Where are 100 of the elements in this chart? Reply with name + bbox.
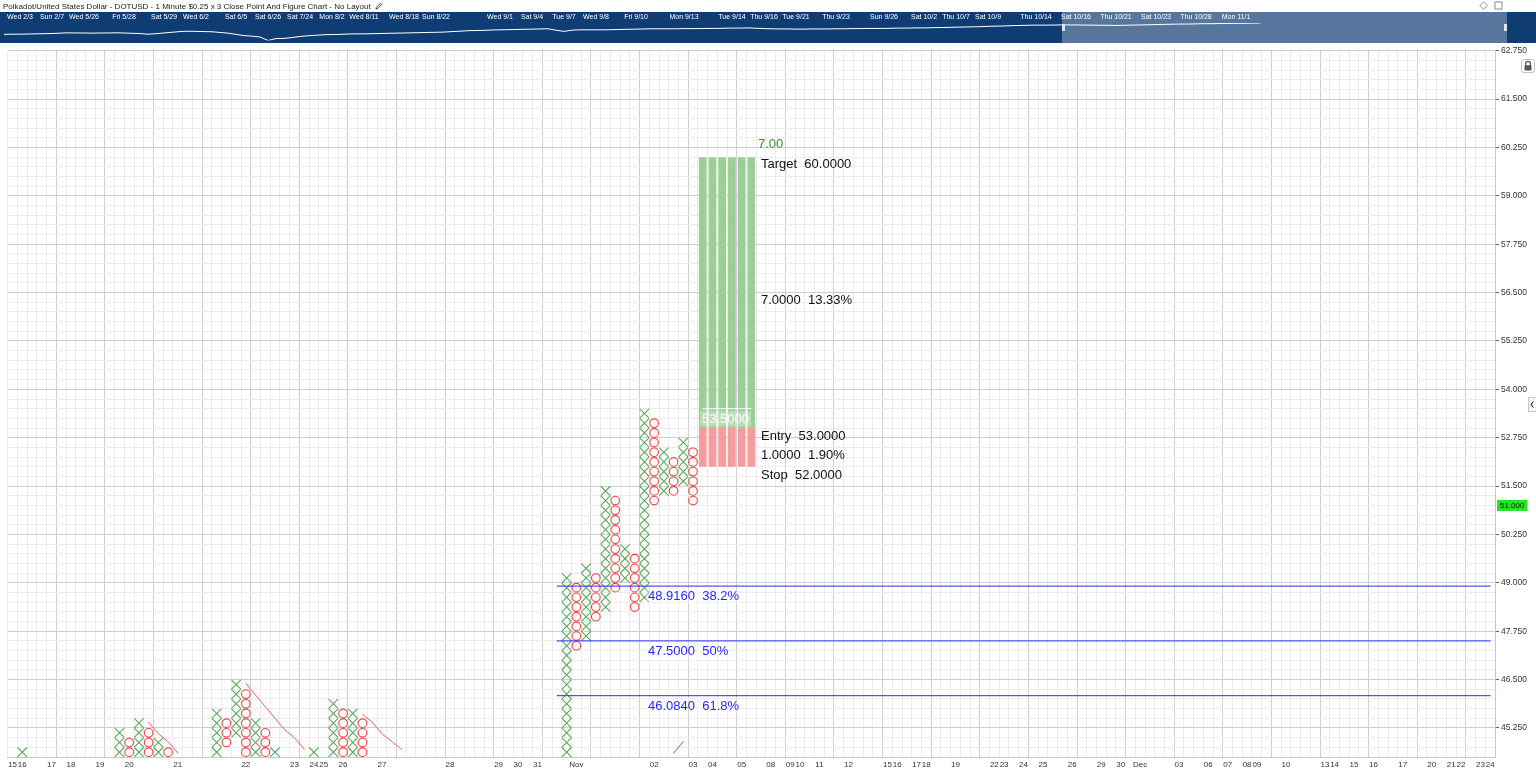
y-tick-label: 56.500 [1501,286,1528,297]
point [338,718,348,728]
point [241,698,251,709]
x-tick-label: 17 [46,760,57,769]
point [571,602,582,612]
point [143,737,154,748]
x-tick-label: 05 [737,760,747,769]
point [668,466,679,477]
y-tick-label: 55.250 [1501,335,1528,346]
point [610,515,621,525]
point [688,466,698,477]
x-tick-label: 24 [1019,760,1029,769]
x-tick-label: 15 [882,760,893,769]
point [629,582,640,593]
point [241,708,251,719]
point [610,505,621,516]
point [610,495,621,506]
chart-title: Polkadot/United States Dollar - DOTUSD - 1 Minute $0.25 x 3 Close Point And Figure Chart - No Layout [3,1,371,11]
annotation: 47.5000 50% [648,642,729,658]
annotation: 7.0000 13.33% [761,292,853,308]
point [308,746,320,757]
x-tick-label: 25 [1038,760,1048,769]
x-tick-label: 22 [989,760,1000,769]
x-tick-label: 13 [1320,760,1330,769]
x-tick-label: 26 [1067,760,1078,769]
y-tick-label: 54.000 [1501,383,1528,394]
point [688,486,698,496]
y-tick-label: 61.500 [1501,93,1528,104]
point [590,602,601,612]
x-tick-label: 03 [688,760,699,769]
point [668,486,679,496]
x-tick-label: 20 [1427,760,1437,769]
x-tick-label: 16 [17,760,28,769]
annotation: 48.9160 38.2% [648,588,740,604]
x-tick-label: 15 [8,760,18,769]
point [260,727,271,738]
x-tick-label: 31 [533,760,543,769]
point [649,466,659,477]
point [590,573,601,583]
point [338,708,348,719]
x-tick-label: 08 [1242,760,1253,769]
y-tick-label: 47.750 [1501,625,1528,636]
point [571,621,582,632]
x-tick-label: 22 [1456,760,1466,769]
point [221,727,232,738]
point [590,582,601,593]
point [571,592,582,603]
point [269,746,281,757]
x-tick-label: 17 [912,760,922,769]
point [629,602,640,612]
point [629,563,640,574]
x-tick-label: 18 [66,760,76,769]
point [338,737,348,748]
point [629,592,640,603]
annotation: 7.00 [758,136,784,152]
y-tick-label: 57.750 [1501,238,1528,249]
point [590,611,601,622]
x-tick-label: 21 [173,760,183,769]
point [241,689,251,699]
point [241,727,251,738]
x-tick-label: 10 [795,760,805,769]
point [124,747,135,757]
x-tick-label: 10 [1281,760,1291,769]
point [163,747,173,757]
annotation: Stop 52.0000 [761,467,842,483]
x-tick-label: 16 [1369,760,1379,769]
x-tick-label: 25 [319,760,329,769]
x-tick-label: 08 [766,760,776,769]
annotation: 1.0000 1.90% [761,447,846,463]
x-tick-label: 30 [513,760,524,769]
y-tick-label: 60.250 [1501,141,1528,152]
x-tick-label: Dec [1133,760,1148,769]
point [260,737,271,748]
x-tick-label: 23 [1475,760,1486,769]
annotation: Entry 53.0000 [761,428,846,444]
point [610,573,621,583]
x-tick-label: 28 [445,760,455,769]
point [610,534,621,545]
x-tick-label: 17 [1398,760,1408,769]
x-tick-label: 29 [1096,760,1107,769]
x-tick-label: 02 [649,760,660,769]
x-tick-label: 24 [309,760,319,769]
point [338,747,348,757]
point [610,563,621,574]
x-tick-label: 19 [951,760,961,769]
point [610,544,621,554]
point [143,727,154,738]
y-tick-label: 50.250 [1501,528,1528,539]
point [260,747,271,757]
y-tick-label: 51.500 [1501,480,1528,491]
x-tick-label: 15 [1349,760,1360,769]
point [649,447,659,458]
annotation: Target 60.0000 [761,156,852,172]
x-tick-label: 29 [494,760,504,769]
point [221,718,232,728]
annotation: 46.0840 61.8% [648,697,740,713]
x-tick-label: 07 [1223,760,1233,769]
x-tick-label: 21 [1446,760,1457,769]
y-tick-label: 52.750 [1501,432,1528,443]
point [571,640,582,651]
